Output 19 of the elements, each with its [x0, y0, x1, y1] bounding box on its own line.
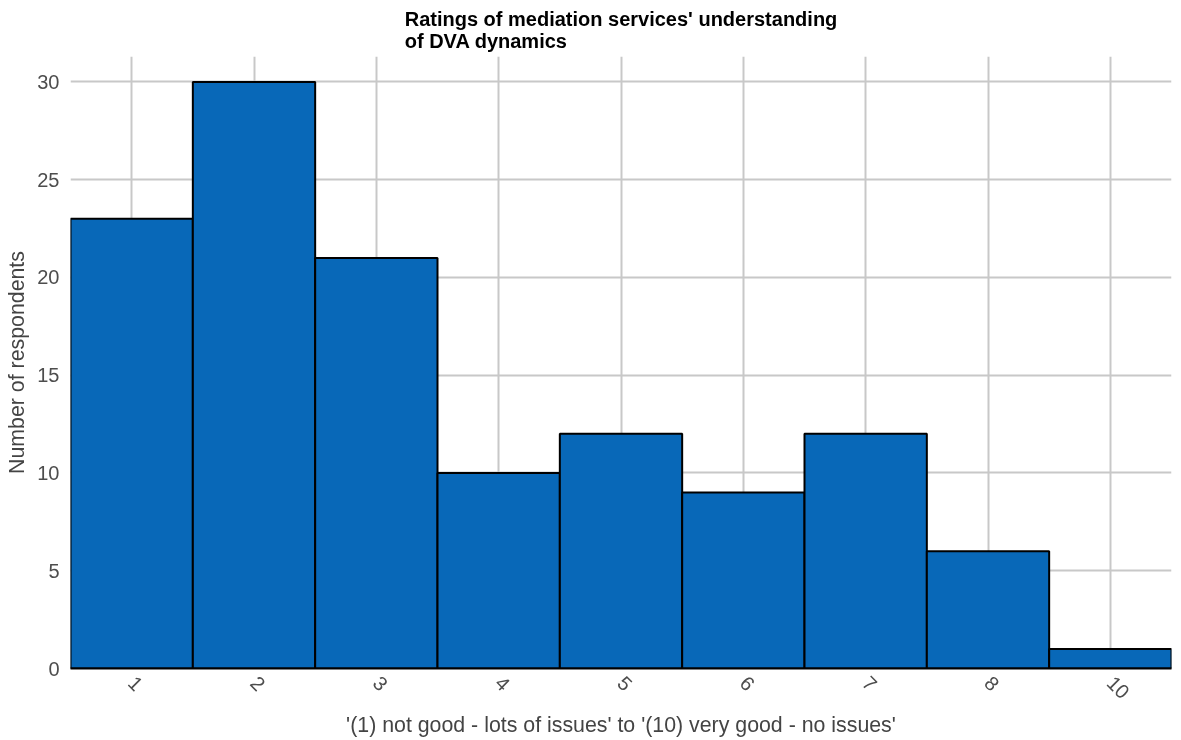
x-tick-label: 2 [246, 671, 270, 696]
x-tick-label: 10 [1102, 671, 1134, 704]
y-tick-label: 25 [37, 168, 60, 191]
y-axis-title: Number of respondents [5, 251, 30, 474]
x-tick-label: 8 [980, 671, 1004, 696]
y-tick-label: 15 [37, 364, 60, 387]
y-tick-label: 10 [37, 461, 60, 484]
x-axis-title: '(1) not good - lots of issues' to '(10) very good - no issues' [346, 713, 896, 738]
x-tick-label: 3 [368, 671, 392, 696]
y-tick-label: 0 [48, 657, 60, 680]
x-tick-label: 6 [735, 671, 759, 696]
x-tick-label: 5 [613, 671, 637, 696]
chart-title: Ratings of mediation services' understanding of DVA dynamics [404, 7, 838, 52]
y-tick-label: 5 [48, 559, 60, 582]
y-tick-label: 30 [37, 70, 60, 93]
x-tick-label: 1 [123, 671, 148, 696]
x-tick-label: 4 [490, 671, 515, 696]
y-tick-label: 20 [37, 266, 60, 289]
x-tick-label: 7 [857, 671, 882, 696]
